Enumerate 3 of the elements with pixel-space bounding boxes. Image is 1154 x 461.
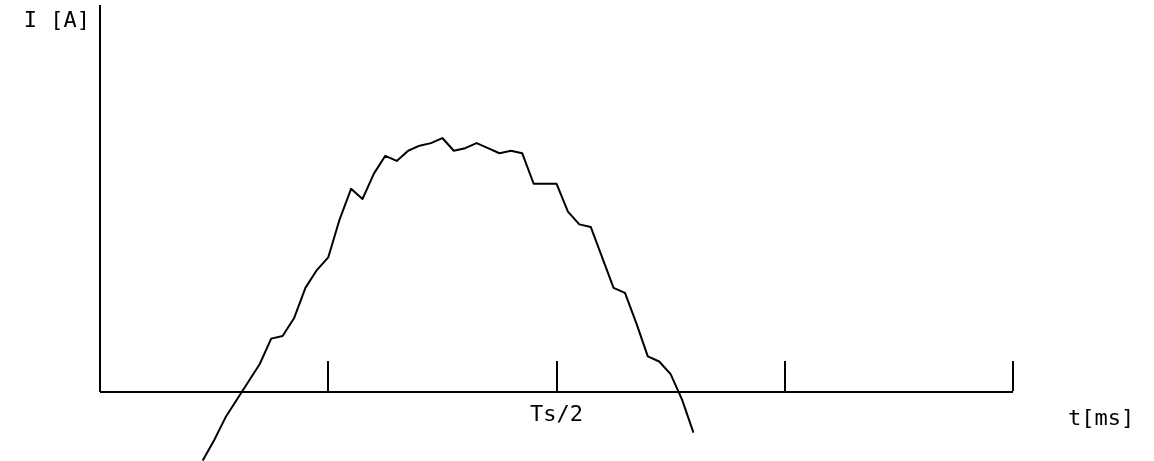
x-axis-title: t[ms] bbox=[1068, 404, 1135, 430]
y-axis-title: I [A] bbox=[23, 6, 90, 32]
annotation: Ts/2 bbox=[530, 400, 583, 426]
